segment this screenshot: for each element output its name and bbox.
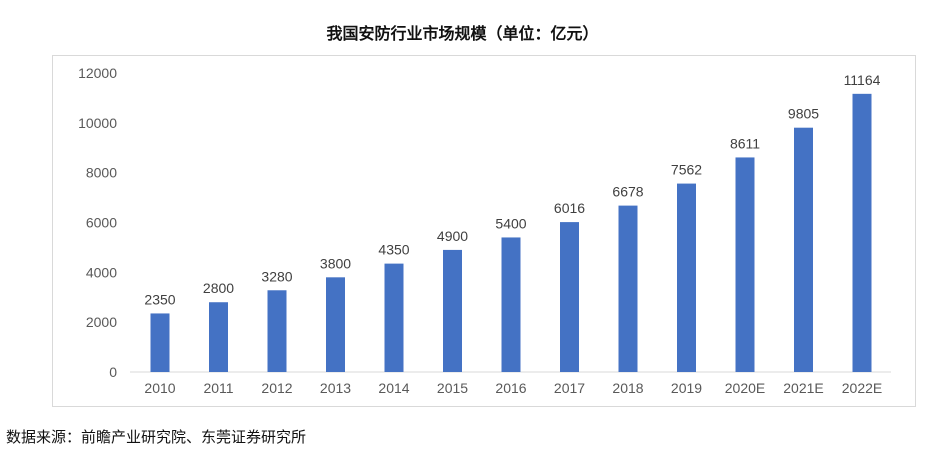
bar [326,277,345,372]
x-tick-label: 2015 [437,380,468,396]
data-label: 7562 [671,162,702,178]
data-label: 6016 [554,200,585,216]
x-tick-label: 2017 [554,380,585,396]
x-tick-label: 2018 [612,380,643,396]
source-note: 数据来源：前瞻产业研究院、东莞证券研究所 [6,428,307,446]
x-tick-label: 2021E [783,380,823,396]
y-tick-label: 12000 [78,65,117,81]
data-label: 3800 [320,255,351,271]
y-tick-label: 10000 [78,115,117,131]
bar [618,205,638,372]
bar [443,249,462,372]
y-tick-label: 8000 [86,165,117,181]
bar [794,127,813,373]
data-label: 6678 [612,184,643,200]
bar [501,237,521,372]
x-tick-label: 2019 [671,380,702,396]
data-label: 2350 [144,291,175,307]
bar [209,302,228,372]
bar [150,313,170,372]
x-tick-label: 2012 [261,380,292,396]
y-tick-label: 2000 [86,314,117,330]
data-label: 4900 [437,228,468,244]
bar [735,157,755,372]
data-label: 11164 [844,72,881,88]
bar [852,93,872,373]
x-tick-label: 2022E [842,380,882,396]
y-tick-label: 4000 [86,264,117,280]
y-tick-label: 0 [109,364,117,380]
x-tick-label: 2011 [203,380,233,396]
y-tick-label: 6000 [86,215,117,231]
bar [384,263,404,372]
x-tick-label: 2010 [144,380,175,396]
data-label: 5400 [495,215,526,231]
x-tick-label: 2016 [495,380,526,396]
x-tick-label: 2020E [725,380,765,396]
data-label: 8611 [730,135,760,151]
data-label: 2800 [203,280,234,296]
bar [560,222,579,372]
x-tick-label: 2013 [320,380,351,396]
bar [677,183,696,372]
bar [267,290,287,372]
data-label: 3280 [261,268,292,284]
data-label: 4350 [378,242,409,258]
data-label: 9805 [788,106,819,122]
chart-title: 我国安防行业市场规模（单位：亿元） [326,24,599,43]
chart-frame [52,55,916,407]
x-tick-label: 2014 [378,380,409,396]
